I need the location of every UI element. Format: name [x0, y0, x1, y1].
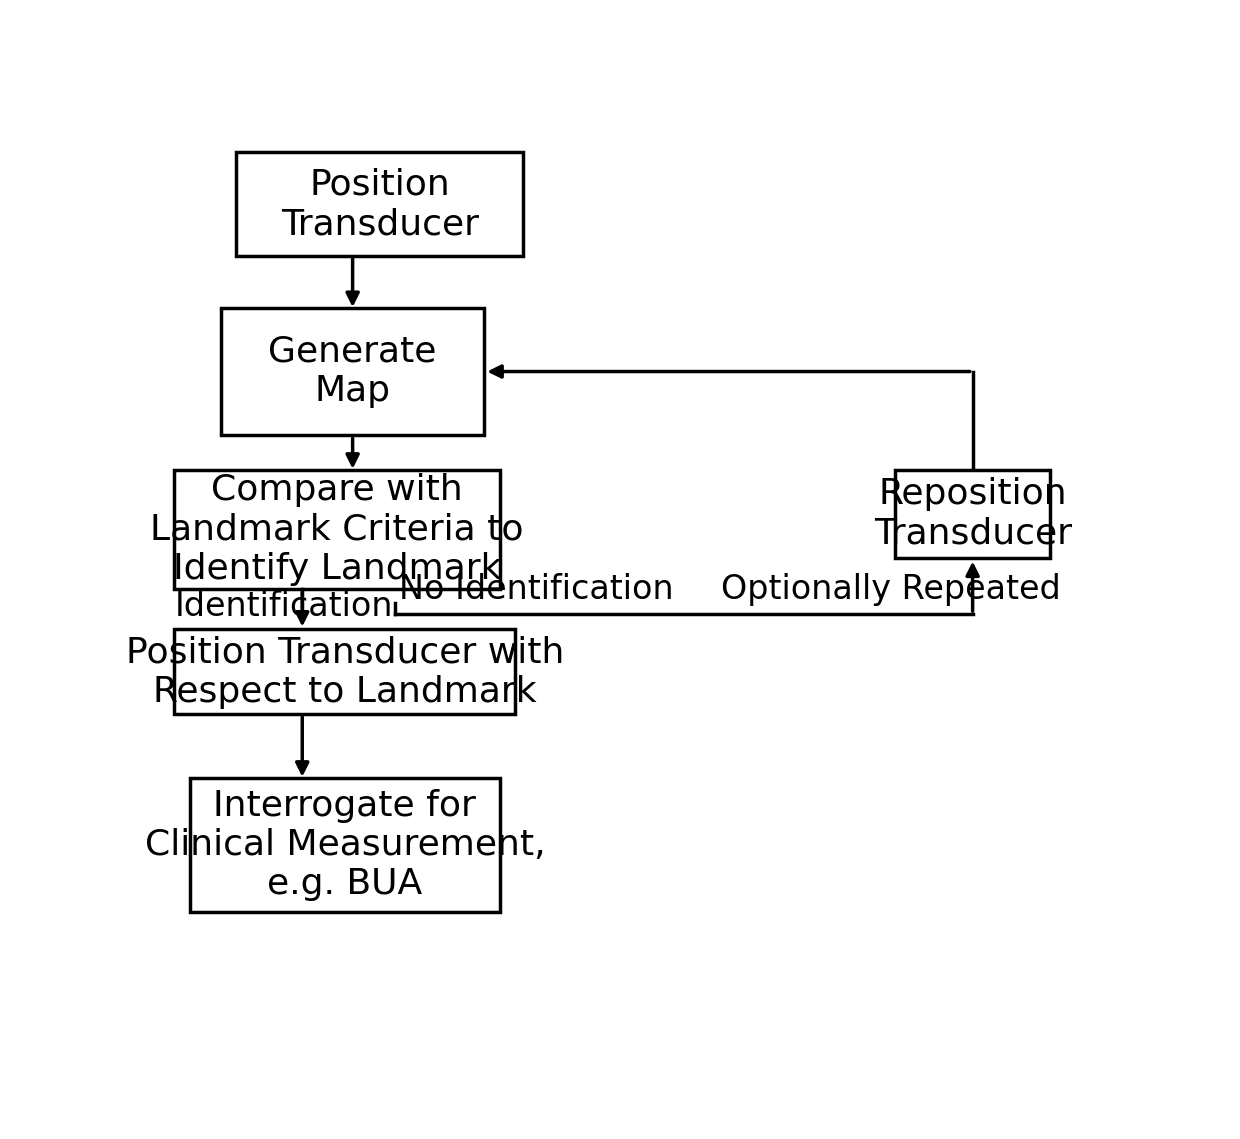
Bar: [175, 630, 516, 714]
Text: Identification: Identification: [175, 590, 393, 623]
Text: Optionally Repeated: Optionally Repeated: [720, 573, 1060, 606]
Bar: [190, 778, 500, 912]
Bar: [895, 469, 1050, 558]
Text: Position
Transducer: Position Transducer: [280, 167, 479, 241]
Bar: [237, 153, 523, 256]
Text: Reposition
Transducer: Reposition Transducer: [874, 477, 1071, 550]
Text: Compare with
Landmark Criteria to
Identify Landmark: Compare with Landmark Criteria to Identi…: [150, 473, 523, 585]
Text: Position Transducer with
Respect to Landmark: Position Transducer with Respect to Land…: [125, 636, 564, 708]
Text: Interrogate for
Clinical Measurement,
e.g. BUA: Interrogate for Clinical Measurement, e.…: [145, 788, 546, 901]
Bar: [175, 469, 500, 589]
Bar: [221, 308, 485, 435]
Text: Generate
Map: Generate Map: [268, 335, 436, 408]
Text: No Identification: No Identification: [399, 573, 673, 606]
